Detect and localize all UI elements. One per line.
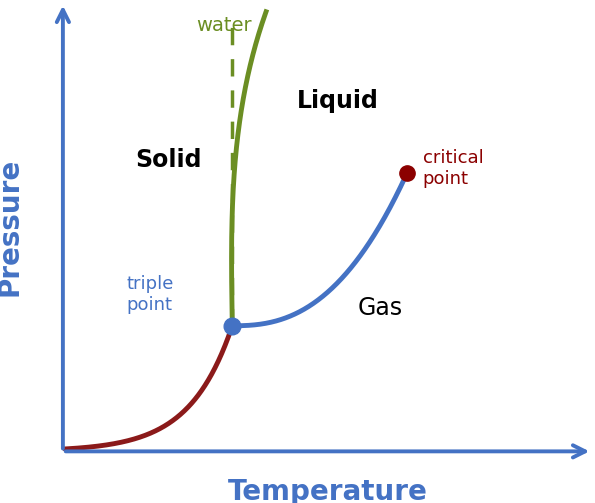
Text: critical
point: critical point: [423, 149, 484, 188]
Text: Liquid: Liquid: [298, 90, 379, 114]
Text: Pressure: Pressure: [0, 158, 24, 296]
Text: water: water: [196, 16, 252, 35]
Text: Gas: Gas: [358, 296, 403, 320]
Text: Temperature: Temperature: [228, 478, 427, 503]
Text: triple
point: triple point: [126, 275, 174, 314]
Text: Solid: Solid: [136, 148, 202, 172]
